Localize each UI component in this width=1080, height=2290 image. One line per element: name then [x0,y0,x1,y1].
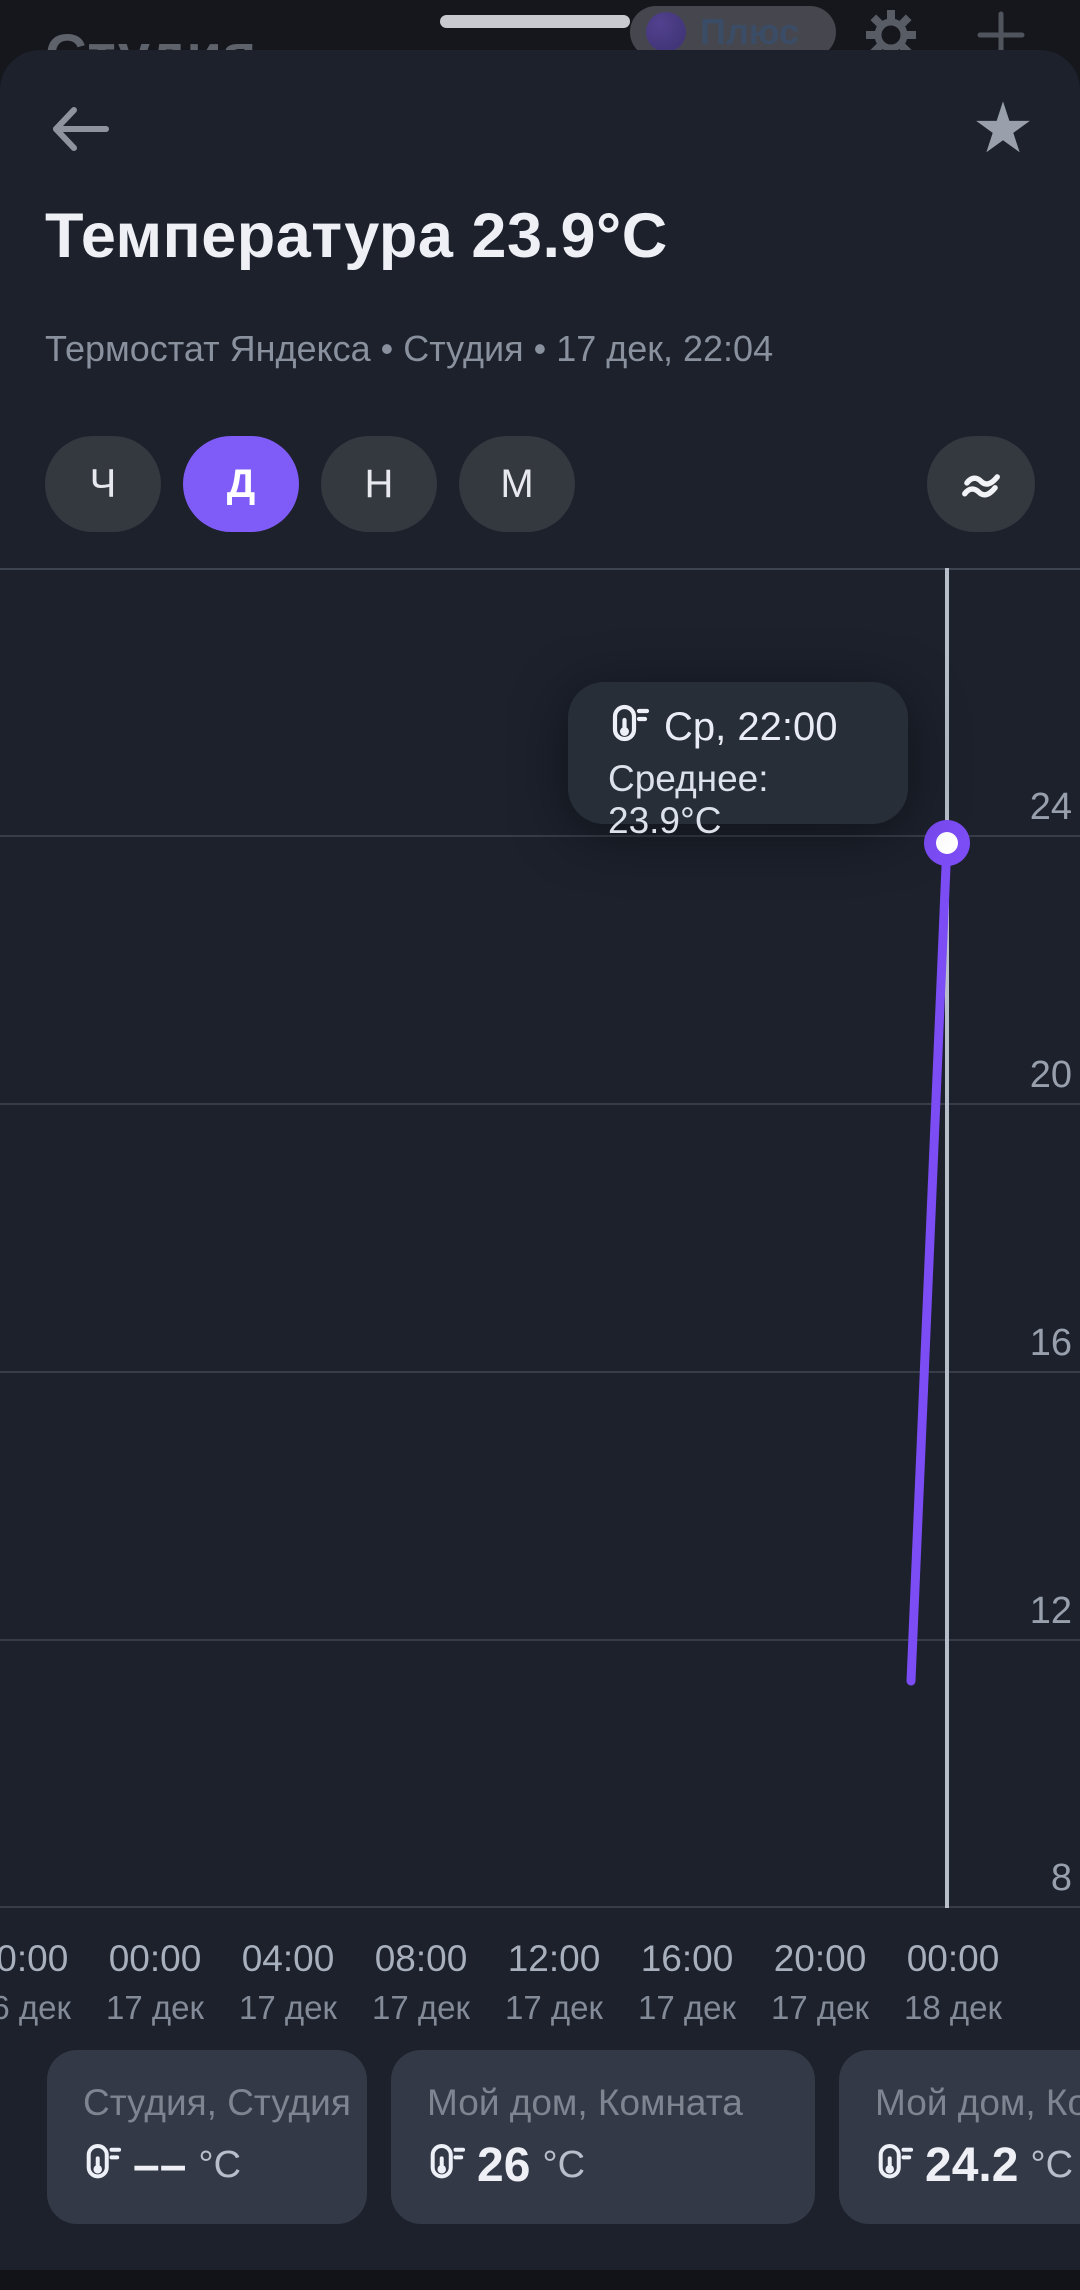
x-tick: 16:00 17 дек [607,1938,767,2027]
thermometer-icon [612,704,650,742]
waves-icon [962,474,1000,498]
x-tick: 12:00 17 дек [474,1938,634,2027]
y-axis-label: 12 [1029,1590,1072,1632]
chart-style-button[interactable] [927,436,1035,532]
sensor-name: Мой дом, Комната [875,2081,1080,2123]
arrow-left-icon [53,106,109,151]
tooltip-title: Ср, 22:00 [664,704,838,749]
gridline [0,1906,1080,1908]
y-axis-label: 16 [1029,1322,1072,1364]
y-axis-label: 24 [1029,786,1072,828]
sensor-card[interactable]: Мой дом, Комната 24.2 °C [839,2050,1080,2224]
tab-month[interactable]: М [459,436,575,532]
chart-cursor-line[interactable] [945,568,949,1908]
chart-plot-area[interactable]: 24 20 16 12 8 [0,568,1080,1908]
x-tick-date: 16 дек [0,1989,71,2026]
sensor-value: 26 [477,2138,531,2192]
device-history-sheet: ★ Температура 23.9°C Термостат Яндекса •… [0,50,1080,2290]
thermometer-icon [86,2144,121,2179]
gridline [0,835,1080,837]
sensor-name: Студия, Студия [83,2081,351,2123]
plus-button-label: Плюс [700,11,800,52]
x-tick: 20:00 16 дек [0,1938,102,2027]
tab-day[interactable]: Д [183,436,299,532]
y-axis-label: 8 [1050,1857,1072,1899]
x-tick-date: 17 дек [372,1989,470,2026]
sensor-value: 24.2 [925,2138,1019,2192]
plus-logo-icon [646,12,686,52]
gear-icon[interactable] [864,8,918,62]
other-sensors-row: Студия, Студия –– °C Мой дом, Ко [47,2050,1080,2224]
gridline [0,1639,1080,1641]
sensor-unit: °C [542,2143,586,2186]
x-tick-time: 04:00 [241,1938,335,1979]
tab-hour[interactable]: Ч [45,436,161,532]
device-breadcrumb: Термостат Яндекса • Студия • 17 дек, 22:… [45,328,774,369]
sensor-card[interactable]: Студия, Студия –– °C [47,2050,367,2224]
x-tick: 08:00 17 дек [341,1938,501,2027]
gridline [0,1371,1080,1373]
thermometer-icon [878,2144,913,2179]
background-app-header: Студия⌄ Плюс [0,0,1080,120]
sensor-unit: °C [198,2143,242,2186]
back-button[interactable] [45,98,115,162]
gridline [0,1103,1080,1105]
x-tick: 20:00 17 дек [740,1938,900,2027]
chart-cursor-point[interactable] [924,820,970,866]
sensor-card[interactable]: Мой дом, Комната 26 °C [391,2050,815,2224]
x-tick-time: 12:00 [507,1938,601,1979]
x-tick-time: 00:00 [108,1938,202,1979]
x-tick: 04:00 17 дек [208,1938,368,2027]
x-tick: 00:00 18 дек [873,1938,1033,2027]
x-tick-time: 08:00 [374,1938,468,1979]
x-tick-date: 17 дек [638,1989,736,2026]
x-tick: 00:00 17 дек [75,1938,235,2027]
x-tick-date: 18 дек [904,1989,1002,2026]
sensor-name: Мой дом, Комната [427,2081,743,2123]
range-tabs: Ч Д Н М [45,436,1035,532]
sheet-nav: ★ [0,90,1080,168]
tab-week[interactable]: Н [321,436,437,532]
x-tick-date: 17 дек [505,1989,603,2026]
sensor-value: –– [133,2138,187,2192]
x-tick-time: 16:00 [640,1938,734,1979]
thermometer-icon [430,2144,465,2179]
chart-tooltip: Ср, 22:00 Среднее: 23.9°C [568,682,908,841]
x-tick-date: 17 дек [771,1989,869,2026]
y-axis-label: 20 [1029,1054,1072,1096]
x-tick-time: 20:00 [0,1938,69,1979]
page-title: Температура 23.9°C [45,201,668,271]
x-tick-date: 17 дек [239,1989,337,2026]
favorite-star-button[interactable]: ★ [968,90,1038,166]
sensor-unit: °C [1030,2143,1074,2186]
x-tick-time: 00:00 [906,1938,1000,1979]
temperature-series-line [906,838,952,1686]
x-tick-date: 17 дек [106,1989,204,2026]
plus-subscription-button[interactable]: Плюс [630,6,836,58]
x-tick-time: 20:00 [773,1938,867,1979]
x-axis: 20:00 16 дек 00:00 17 дек 04:00 17 дек 0… [0,1938,1080,2034]
gridline [0,568,1080,570]
home-indicator-area [0,2270,1080,2290]
tooltip-value: Среднее: 23.9°C [608,758,769,841]
add-device-icon[interactable] [976,10,1026,60]
sheet-drag-handle[interactable] [440,15,630,28]
